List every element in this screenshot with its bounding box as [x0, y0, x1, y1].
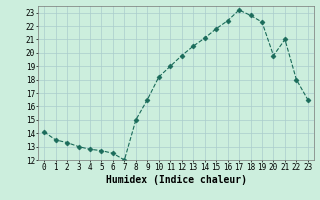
X-axis label: Humidex (Indice chaleur): Humidex (Indice chaleur) — [106, 175, 246, 185]
